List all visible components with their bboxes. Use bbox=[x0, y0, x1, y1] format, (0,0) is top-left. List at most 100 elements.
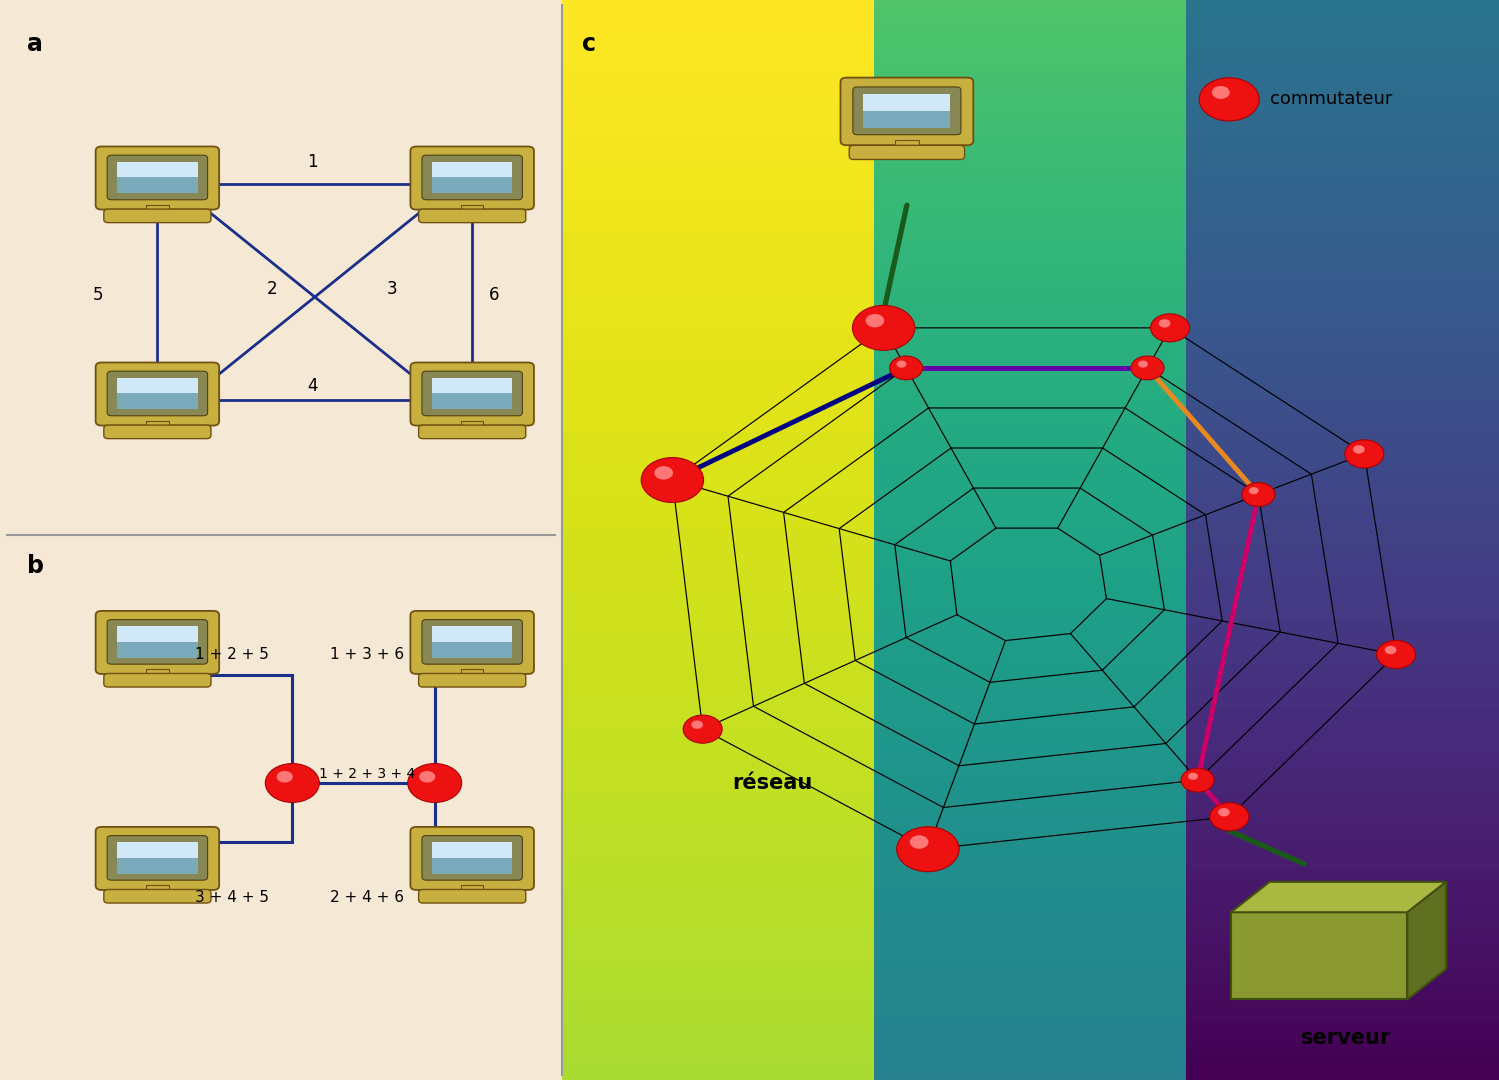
Text: 2 + 4 + 6: 2 + 4 + 6 bbox=[330, 890, 403, 905]
Polygon shape bbox=[1231, 913, 1408, 999]
Circle shape bbox=[1159, 320, 1171, 327]
Bar bbox=[895, 140, 919, 149]
FancyBboxPatch shape bbox=[432, 842, 513, 858]
Circle shape bbox=[865, 314, 884, 327]
Circle shape bbox=[1138, 361, 1148, 367]
FancyBboxPatch shape bbox=[418, 210, 526, 222]
FancyBboxPatch shape bbox=[117, 393, 198, 409]
Circle shape bbox=[1249, 487, 1259, 495]
Text: 1 + 2 + 3 + 4: 1 + 2 + 3 + 4 bbox=[319, 767, 415, 781]
FancyBboxPatch shape bbox=[850, 146, 964, 160]
Circle shape bbox=[1132, 356, 1165, 380]
Circle shape bbox=[1385, 646, 1397, 654]
FancyBboxPatch shape bbox=[103, 426, 211, 438]
FancyBboxPatch shape bbox=[411, 827, 534, 890]
Bar bbox=[462, 421, 483, 429]
FancyBboxPatch shape bbox=[421, 620, 523, 664]
FancyBboxPatch shape bbox=[106, 372, 208, 416]
Polygon shape bbox=[1231, 881, 1447, 913]
FancyBboxPatch shape bbox=[411, 611, 534, 674]
Bar bbox=[462, 670, 483, 677]
Bar bbox=[0, 0, 562, 1080]
Circle shape bbox=[691, 720, 703, 729]
FancyBboxPatch shape bbox=[103, 210, 211, 222]
FancyBboxPatch shape bbox=[96, 147, 219, 210]
Text: 4: 4 bbox=[307, 377, 318, 395]
Circle shape bbox=[277, 771, 292, 783]
FancyBboxPatch shape bbox=[432, 393, 513, 409]
Circle shape bbox=[1189, 773, 1198, 780]
Circle shape bbox=[420, 771, 435, 783]
FancyBboxPatch shape bbox=[863, 94, 950, 111]
Text: a: a bbox=[27, 32, 43, 56]
Circle shape bbox=[642, 458, 703, 502]
Text: 2: 2 bbox=[267, 280, 277, 298]
Circle shape bbox=[1211, 86, 1229, 99]
Circle shape bbox=[1151, 314, 1190, 342]
Text: serveur: serveur bbox=[1301, 1028, 1391, 1049]
FancyBboxPatch shape bbox=[418, 426, 526, 438]
Text: 3 + 4 + 5: 3 + 4 + 5 bbox=[195, 890, 268, 905]
Circle shape bbox=[1243, 483, 1276, 507]
FancyBboxPatch shape bbox=[106, 620, 208, 664]
FancyBboxPatch shape bbox=[106, 156, 208, 200]
FancyBboxPatch shape bbox=[432, 858, 513, 874]
FancyBboxPatch shape bbox=[432, 626, 513, 642]
FancyBboxPatch shape bbox=[117, 626, 198, 642]
Text: 6: 6 bbox=[489, 286, 499, 305]
FancyBboxPatch shape bbox=[411, 147, 534, 210]
Text: c: c bbox=[582, 32, 595, 56]
Circle shape bbox=[1219, 808, 1229, 816]
Bar bbox=[147, 421, 168, 429]
Circle shape bbox=[896, 361, 907, 367]
Bar bbox=[147, 886, 168, 893]
Circle shape bbox=[1376, 640, 1415, 669]
Text: 3: 3 bbox=[387, 280, 397, 298]
Circle shape bbox=[1210, 802, 1249, 831]
FancyBboxPatch shape bbox=[421, 372, 523, 416]
Polygon shape bbox=[1408, 881, 1447, 999]
FancyBboxPatch shape bbox=[106, 836, 208, 880]
Circle shape bbox=[655, 467, 673, 480]
FancyBboxPatch shape bbox=[117, 642, 198, 658]
FancyBboxPatch shape bbox=[418, 674, 526, 687]
FancyBboxPatch shape bbox=[96, 611, 219, 674]
Circle shape bbox=[1181, 768, 1214, 792]
Circle shape bbox=[896, 827, 959, 872]
Bar bbox=[462, 886, 483, 893]
FancyBboxPatch shape bbox=[432, 642, 513, 658]
Text: commutateur: commutateur bbox=[1270, 91, 1393, 108]
FancyBboxPatch shape bbox=[103, 674, 211, 687]
FancyBboxPatch shape bbox=[117, 842, 198, 858]
FancyBboxPatch shape bbox=[418, 890, 526, 903]
Text: 1 + 3 + 6: 1 + 3 + 6 bbox=[330, 647, 403, 662]
FancyBboxPatch shape bbox=[863, 111, 950, 127]
FancyBboxPatch shape bbox=[96, 827, 219, 890]
FancyBboxPatch shape bbox=[117, 177, 198, 193]
Circle shape bbox=[1199, 78, 1259, 121]
Circle shape bbox=[1354, 445, 1364, 454]
Bar bbox=[462, 205, 483, 213]
Bar bbox=[147, 670, 168, 677]
Circle shape bbox=[684, 715, 723, 743]
FancyBboxPatch shape bbox=[432, 162, 513, 177]
Circle shape bbox=[1345, 440, 1384, 468]
Text: 5: 5 bbox=[93, 286, 103, 305]
FancyBboxPatch shape bbox=[117, 858, 198, 874]
FancyBboxPatch shape bbox=[853, 87, 961, 135]
Text: 1 + 2 + 5: 1 + 2 + 5 bbox=[195, 647, 268, 662]
Circle shape bbox=[910, 835, 928, 849]
Circle shape bbox=[408, 764, 462, 802]
FancyBboxPatch shape bbox=[96, 363, 219, 426]
Text: réseau: réseau bbox=[733, 772, 812, 793]
FancyBboxPatch shape bbox=[103, 890, 211, 903]
Text: 1: 1 bbox=[307, 153, 318, 172]
Circle shape bbox=[889, 356, 922, 380]
FancyBboxPatch shape bbox=[421, 156, 523, 200]
Bar bbox=[147, 205, 168, 213]
FancyBboxPatch shape bbox=[421, 836, 523, 880]
FancyBboxPatch shape bbox=[841, 78, 973, 145]
FancyBboxPatch shape bbox=[117, 162, 198, 177]
Circle shape bbox=[265, 764, 319, 802]
FancyBboxPatch shape bbox=[432, 378, 513, 393]
